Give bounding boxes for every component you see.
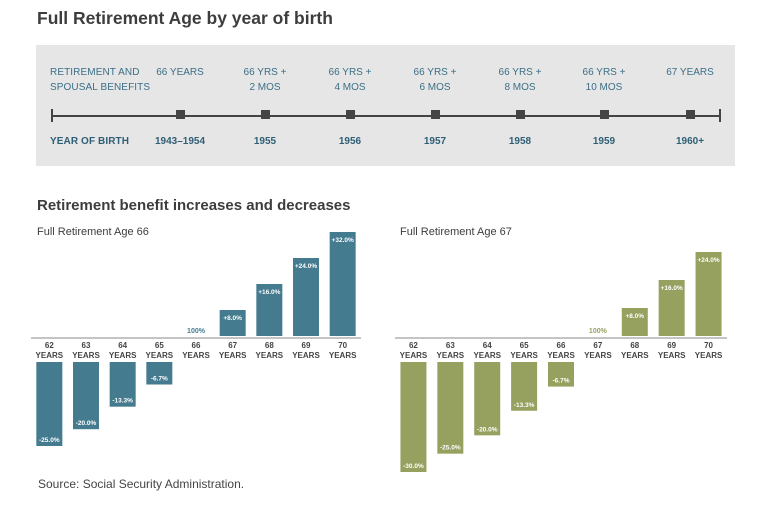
category-label: 68 YEARS [256, 341, 284, 360]
source-note: Source: Social Security Administration. [38, 477, 245, 491]
timeline-birth-year-4: 1957 [423, 136, 447, 147]
data-label: +24.0% [295, 263, 317, 270]
category-label: 63 YEARS [72, 341, 100, 360]
timeline-age-7: 67 YEARS [666, 67, 714, 78]
data-label: +16.0% [258, 289, 280, 296]
data-label: -6.7% [553, 378, 570, 385]
benefit-section-title: Retirement benefit increases and decreas… [37, 197, 351, 214]
category-label: 62 YEARS [400, 341, 428, 360]
timeline-marker [685, 110, 695, 119]
timeline-birth-year-3: 1956 [338, 136, 362, 147]
bar [400, 362, 427, 472]
category-label: 69 YEARS [658, 341, 686, 360]
timeline-birth-year-6: 1959 [592, 136, 616, 147]
data-label: -20.0% [76, 420, 97, 427]
page-title: Full Retirement Age by year of birth [37, 8, 333, 28]
bar [109, 362, 136, 407]
bar [511, 362, 538, 411]
timeline-age-3: 66 YRS + 4 MOS [328, 67, 372, 93]
chart-fra67: 62 YEARS -30.0% 63 YEARS -25.0% 64 YEARS -20.0% 6… [395, 252, 727, 472]
data-label: -20.0% [477, 426, 498, 433]
category-label: 63 YEARS [437, 341, 465, 360]
chart-title-fra66: Full Retirement Age 66 [37, 226, 149, 238]
bar [658, 280, 685, 336]
bar [36, 362, 63, 446]
category-label: 64 YEARS [109, 341, 137, 360]
category-label: 69 YEARS [292, 341, 320, 360]
timeline-axis-line [51, 115, 720, 117]
bar [146, 362, 173, 385]
timeline-marker [515, 110, 525, 119]
data-label: -6.7% [151, 376, 168, 383]
bar [219, 310, 246, 336]
data-label: -13.3% [112, 398, 133, 405]
category-label: 68 YEARS [621, 341, 649, 360]
timeline-age-4: 66 YRS + 6 MOS [413, 67, 457, 93]
timeline-marker [345, 110, 355, 119]
data-label: +24.0% [697, 257, 719, 264]
category-label: 65 YEARS [510, 341, 538, 360]
bar [437, 362, 464, 454]
data-label: -25.0% [440, 445, 461, 452]
chart-fra66: 62 YEARS -25.0% 63 YEARS -20.0% 64 YEARS -13.3% 6… [31, 232, 361, 446]
data-label: +32.0% [332, 237, 354, 244]
full-retirement-age-timeline: RETIREMENT AND SPOUSAL BENEFITS YEAR OF … [36, 45, 735, 166]
timeline-age-5: 66 YRS + 8 MOS [498, 67, 542, 93]
bar [548, 362, 574, 387]
category-label: 66 YEARS [547, 341, 575, 360]
timeline-benefits-label: RETIREMENT AND SPOUSAL BENEFITS [50, 67, 151, 93]
category-label: 66 YEARS [182, 341, 210, 360]
bar [256, 284, 283, 336]
data-label: +16.0% [661, 285, 683, 292]
timeline-marker [175, 110, 185, 119]
category-label: 70 YEARS [695, 341, 723, 360]
category-label: 64 YEARS [473, 341, 501, 360]
data-label: -25.0% [39, 437, 60, 444]
bar [621, 308, 648, 336]
timeline-birth-label: YEAR OF BIRTH [50, 136, 130, 147]
bar [329, 232, 356, 336]
chart-title-fra67: Full Retirement Age 67 [400, 226, 512, 238]
category-label: 65 YEARS [146, 341, 174, 360]
category-label: 70 YEARS [329, 341, 357, 360]
bar [474, 362, 501, 436]
timeline-birth-year-5: 1958 [508, 136, 532, 147]
category-label: 67 YEARS [219, 341, 247, 360]
timeline-marker [260, 110, 270, 119]
timeline-age-1: 66 YEARS [156, 67, 204, 78]
timeline-end-tick [719, 109, 721, 122]
data-label: -13.3% [514, 402, 535, 409]
timeline-birth-year-1: 1943–1954 [154, 136, 206, 147]
timeline-start-tick [51, 109, 53, 122]
bar [73, 362, 99, 430]
data-label: 100% [589, 328, 608, 335]
timeline-marker [599, 110, 609, 119]
timeline-birth-year-2: 1955 [253, 136, 277, 147]
timeline-marker [430, 110, 440, 119]
bar [293, 258, 319, 336]
timeline-age-6: 66 YRS + 10 MOS [582, 67, 626, 93]
category-label: 62 YEARS [36, 341, 64, 360]
timeline-birth-year-7: 1960+ [675, 136, 705, 147]
timeline-age-2: 66 YRS + 2 MOS [243, 67, 287, 93]
data-label: 100% [187, 328, 206, 335]
data-label: -30.0% [403, 463, 424, 470]
data-label: +8.0% [223, 315, 242, 322]
category-label: 67 YEARS [584, 341, 612, 360]
data-label: +8.0% [625, 313, 644, 320]
bar [695, 252, 722, 336]
